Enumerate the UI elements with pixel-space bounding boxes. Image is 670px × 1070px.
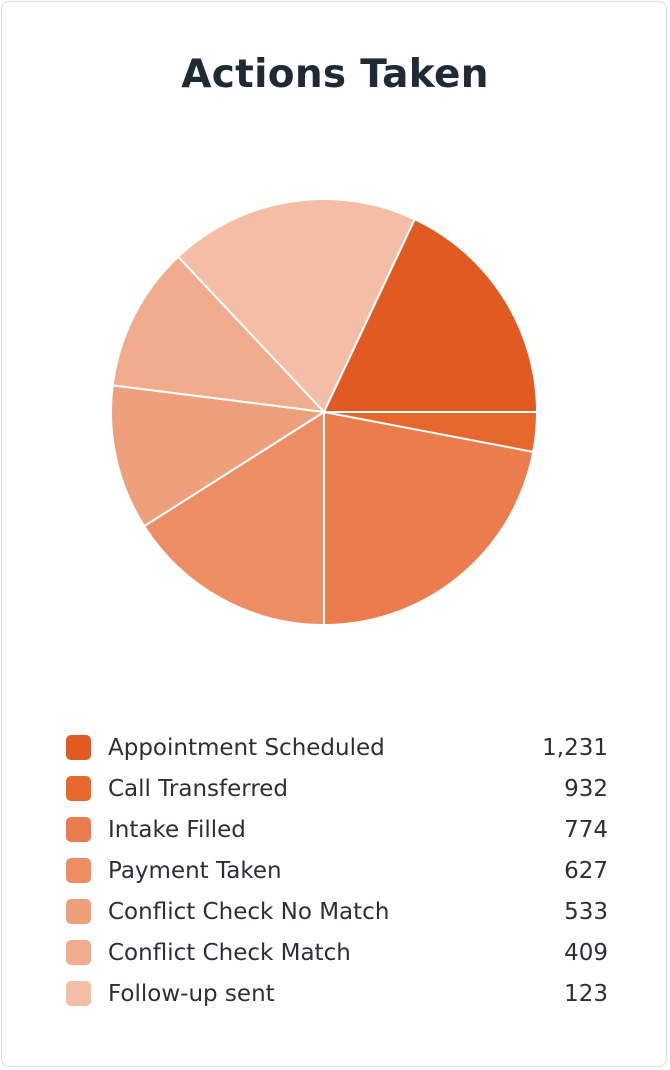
legend-swatch <box>66 858 91 883</box>
legend-item: Intake Filled 774 <box>66 809 608 850</box>
chart-legend: Appointment Scheduled 1,231 Call Transferr… <box>66 727 608 1014</box>
legend-value: 932 <box>564 775 608 802</box>
legend-label: Call Transferred <box>108 775 289 802</box>
legend-item: Appointment Scheduled 1,231 <box>66 727 608 768</box>
pie-slice <box>111 255 327 414</box>
legend-swatch <box>66 899 91 924</box>
legend-value: 1,231 <box>542 734 608 761</box>
pie-slice <box>110 384 327 528</box>
legend-label: Conflict Check Match <box>108 939 351 966</box>
legend-item: Conflict Check No Match 533 <box>66 891 608 932</box>
legend-item: Call Transferred 932 <box>66 768 608 809</box>
legend-swatch <box>66 776 91 801</box>
chart-title: Actions Taken <box>181 52 489 97</box>
legend-value: 409 <box>564 939 608 966</box>
legend-label: Conflict Check No Match <box>108 898 390 925</box>
legend-swatch <box>66 817 91 842</box>
legend-swatch <box>66 981 91 1006</box>
legend-item: Conflict Check Match 409 <box>66 932 608 973</box>
legend-item: Payment Taken 627 <box>66 850 608 891</box>
legend-item: Follow-up sent 123 <box>66 973 608 1014</box>
pie-chart <box>110 198 539 627</box>
legend-value: 533 <box>564 898 608 925</box>
legend-value: 774 <box>564 816 608 843</box>
pie-slice <box>323 411 539 454</box>
legend-swatch <box>66 940 91 965</box>
legend-label: Follow-up sent <box>108 980 275 1007</box>
legend-swatch <box>66 735 91 760</box>
pie-slice <box>142 410 325 627</box>
legend-label: Payment Taken <box>108 857 282 884</box>
legend-label: Appointment Scheduled <box>108 734 385 761</box>
pie-slice <box>176 198 417 414</box>
legend-value: 627 <box>564 857 608 884</box>
legend-value: 123 <box>564 980 608 1007</box>
pie-slice <box>322 217 539 413</box>
legend-label: Intake Filled <box>108 816 246 843</box>
